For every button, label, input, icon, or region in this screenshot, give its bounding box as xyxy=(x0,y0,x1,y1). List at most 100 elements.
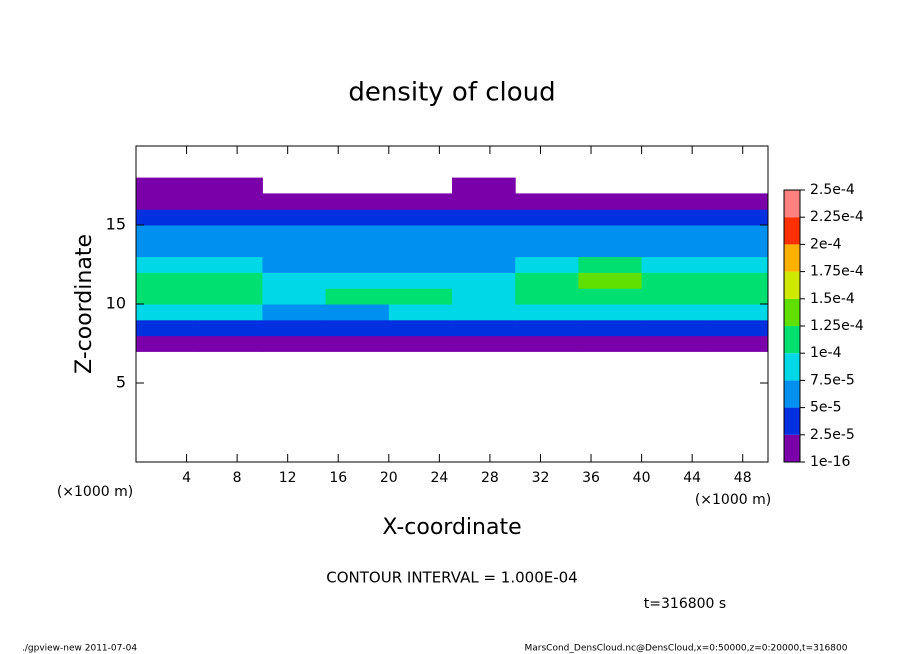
heat-cell xyxy=(515,319,579,337)
heat-cell xyxy=(199,304,263,321)
heat-cell xyxy=(452,288,516,305)
heat-cell xyxy=(452,335,516,352)
heat-cell xyxy=(325,256,390,273)
heat-cell xyxy=(325,288,390,305)
heat-cell xyxy=(388,240,453,258)
heat-cell xyxy=(136,304,200,321)
heat-cell xyxy=(136,193,200,210)
heat-cell xyxy=(641,209,706,226)
x-tick-label: 36 xyxy=(582,470,600,486)
heat-cell xyxy=(641,335,706,352)
heat-cell xyxy=(325,272,390,289)
heat-cell xyxy=(641,288,706,305)
heat-cell xyxy=(388,319,453,337)
heat-cell xyxy=(515,335,579,352)
colorbar-label: 2.5e-4 xyxy=(810,182,855,198)
heat-cell xyxy=(325,304,390,321)
heat-cell xyxy=(388,288,453,305)
heat-cell xyxy=(704,225,769,242)
heat-cell xyxy=(515,193,579,210)
colorbar-swatch xyxy=(784,298,800,326)
heat-cell xyxy=(199,288,263,305)
heat-cell xyxy=(578,193,643,210)
heat-cell xyxy=(325,319,390,337)
heat-cell xyxy=(199,272,263,289)
heat-cell xyxy=(262,209,327,226)
colorbar-label: 1.75e-4 xyxy=(810,264,864,280)
heat-cell xyxy=(136,256,200,273)
heat-cell xyxy=(388,256,453,273)
heat-cell xyxy=(452,272,516,289)
x-tick-label: 28 xyxy=(481,470,499,486)
footer: ./gpview-new 2011-07-04 xyxy=(22,644,137,654)
heat-cell xyxy=(452,304,516,321)
heat-cell xyxy=(452,209,516,226)
heat-cell xyxy=(199,335,263,352)
heat-cell xyxy=(704,304,769,321)
x-tick-label: 44 xyxy=(683,470,701,486)
heat-cell xyxy=(199,225,263,242)
colorbar-label: 1e-16 xyxy=(810,454,850,470)
heat-cell xyxy=(325,193,390,210)
x-tick-label: 32 xyxy=(532,470,550,486)
colorbar-label: 2.5e-5 xyxy=(810,427,855,443)
heat-cell xyxy=(325,209,390,226)
heat-cell xyxy=(136,177,200,194)
heat-cell xyxy=(641,272,706,289)
colorbar-label: 1.25e-4 xyxy=(810,318,864,334)
x-tick-label: 48 xyxy=(734,470,752,486)
heat-cell xyxy=(704,288,769,305)
colorbar-swatch xyxy=(784,353,800,381)
heat-cell xyxy=(388,335,453,352)
colorbar-swatch xyxy=(784,380,800,408)
y-axis-label: Z-coordinate xyxy=(72,234,97,374)
colorbar-swatch xyxy=(784,407,800,435)
heat-cell xyxy=(199,240,263,258)
x-tick-label: 12 xyxy=(279,470,297,486)
heat-cell xyxy=(704,209,769,226)
heat-cell xyxy=(388,272,453,289)
heat-cell xyxy=(641,225,706,242)
heat-cell xyxy=(704,319,769,337)
x-tick-label: 24 xyxy=(430,470,448,486)
heat-cell xyxy=(262,225,327,242)
heat-cell xyxy=(704,193,769,210)
colorbar-swatch xyxy=(784,434,800,462)
colorbar-swatch xyxy=(784,217,800,245)
heat-cell xyxy=(262,288,327,305)
heat-cell xyxy=(578,304,643,321)
heat-cell xyxy=(578,240,643,258)
y-tick-label: 10 xyxy=(106,294,126,313)
heat-cell xyxy=(515,209,579,226)
x-tick-label: 40 xyxy=(633,470,651,486)
heat-cell xyxy=(641,193,706,210)
heat-cell xyxy=(136,209,200,226)
heat-cell xyxy=(136,272,200,289)
heat-cell xyxy=(641,304,706,321)
heat-cell xyxy=(704,272,769,289)
heat-cell xyxy=(515,240,579,258)
heat-cell xyxy=(199,193,263,210)
heat-cell xyxy=(388,304,453,321)
colorbar-swatch xyxy=(784,244,800,272)
x-tick-label: 16 xyxy=(329,470,347,486)
x-tick-label: 8 xyxy=(233,470,242,486)
heat-cell xyxy=(262,240,327,258)
heat-cell xyxy=(452,256,516,273)
heat-cell xyxy=(136,240,200,258)
y-tick-label: 15 xyxy=(106,215,126,234)
heat-cell xyxy=(641,256,706,273)
heat-cell xyxy=(262,193,327,210)
colorbar-label: 1e-4 xyxy=(810,345,842,361)
x-tick-label: 20 xyxy=(380,470,398,486)
heat-cell xyxy=(641,240,706,258)
heat-cell xyxy=(452,240,516,258)
contour-note: CONTOUR INTERVAL = 1.000E-04 xyxy=(326,569,577,587)
colorbar-swatch xyxy=(784,190,800,218)
heat-cell xyxy=(704,335,769,352)
colorbar-swatch xyxy=(784,271,800,299)
heat-cell xyxy=(136,335,200,352)
colorbar-label: 2e-4 xyxy=(810,236,842,252)
heat-cell xyxy=(388,193,453,210)
